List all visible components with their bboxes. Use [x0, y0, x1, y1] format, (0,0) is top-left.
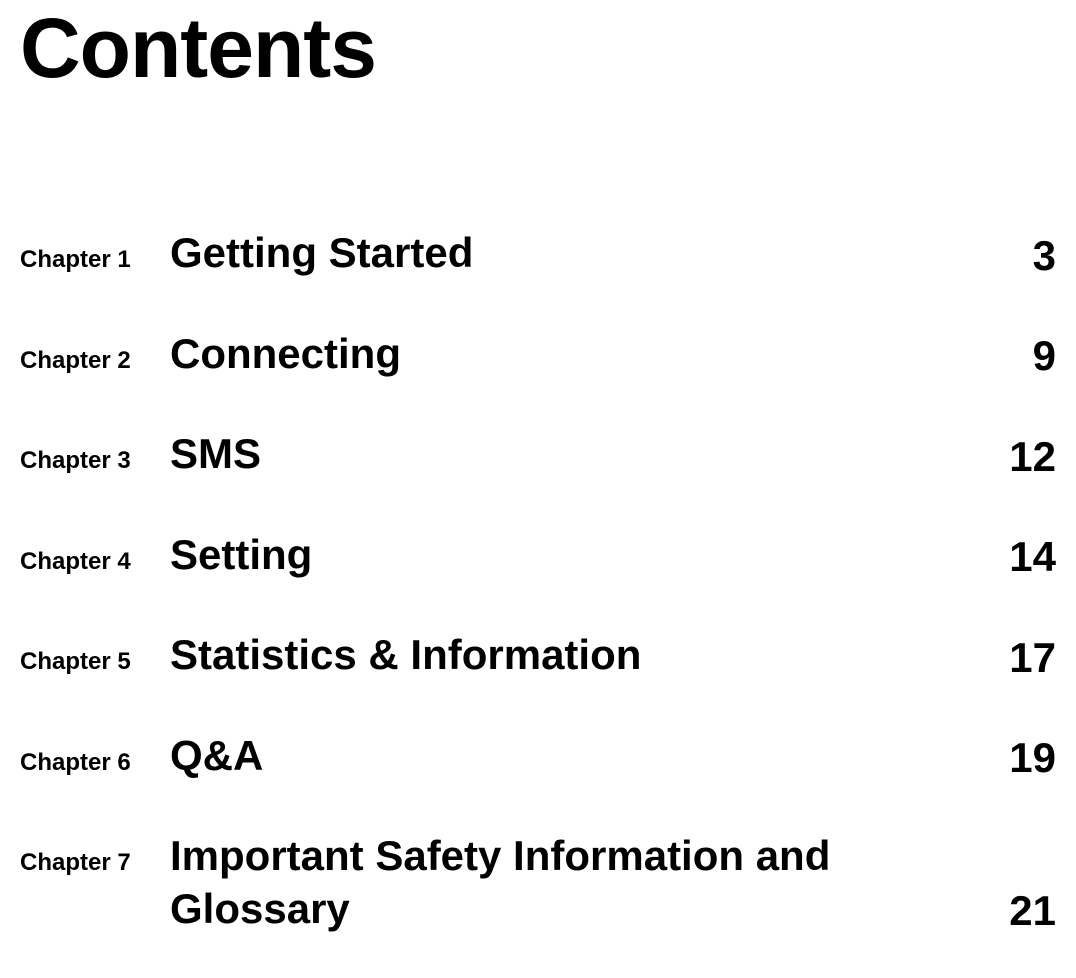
- chapter-label: Chapter 7: [20, 849, 170, 877]
- chapter-title: SMS: [170, 428, 989, 481]
- chapter-page: 9: [1033, 332, 1056, 380]
- chapter-label: Chapter 6: [20, 749, 170, 777]
- chapter-page: 14: [1009, 533, 1056, 581]
- toc-entry: Chapter 1 Getting Started 3: [20, 227, 1056, 280]
- chapter-page: 21: [1009, 887, 1056, 935]
- chapter-title: Q&A: [170, 730, 989, 783]
- chapter-label: Chapter 2: [20, 347, 170, 375]
- chapter-title: Setting: [170, 529, 989, 582]
- chapter-label: Chapter 1: [20, 246, 170, 274]
- chapter-row: Setting 14: [170, 529, 1056, 582]
- table-of-contents: Chapter 1 Getting Started 3 Chapter 2 Co…: [20, 227, 1056, 935]
- page-title: Contents: [20, 0, 1056, 97]
- chapter-page: 12: [1009, 433, 1056, 481]
- chapter-title: Connecting: [170, 328, 1013, 381]
- toc-entry: Chapter 4 Setting 14: [20, 529, 1056, 582]
- toc-entry: Chapter 3 SMS 12: [20, 428, 1056, 481]
- chapter-row: Important Safety Information and Glossar…: [170, 830, 1056, 935]
- toc-entry: Chapter 7 Important Safety Information a…: [20, 830, 1056, 935]
- toc-entry: Chapter 2 Connecting 9: [20, 328, 1056, 381]
- chapter-title: Getting Started: [170, 227, 1013, 280]
- chapter-row: Statistics & Information 17: [170, 629, 1056, 682]
- chapter-row: SMS 12: [170, 428, 1056, 481]
- chapter-row: Getting Started 3: [170, 227, 1056, 280]
- chapter-title: Important Safety Information and Glossar…: [170, 830, 989, 935]
- chapter-row: Connecting 9: [170, 328, 1056, 381]
- chapter-page: 19: [1009, 734, 1056, 782]
- chapter-label: Chapter 5: [20, 648, 170, 676]
- chapter-page: 17: [1009, 634, 1056, 682]
- chapter-label: Chapter 3: [20, 447, 170, 475]
- toc-entry: Chapter 5 Statistics & Information 17: [20, 629, 1056, 682]
- chapter-title: Statistics & Information: [170, 629, 989, 682]
- chapter-label: Chapter 4: [20, 548, 170, 576]
- toc-entry: Chapter 6 Q&A 19: [20, 730, 1056, 783]
- chapter-row: Q&A 19: [170, 730, 1056, 783]
- chapter-page: 3: [1033, 232, 1056, 280]
